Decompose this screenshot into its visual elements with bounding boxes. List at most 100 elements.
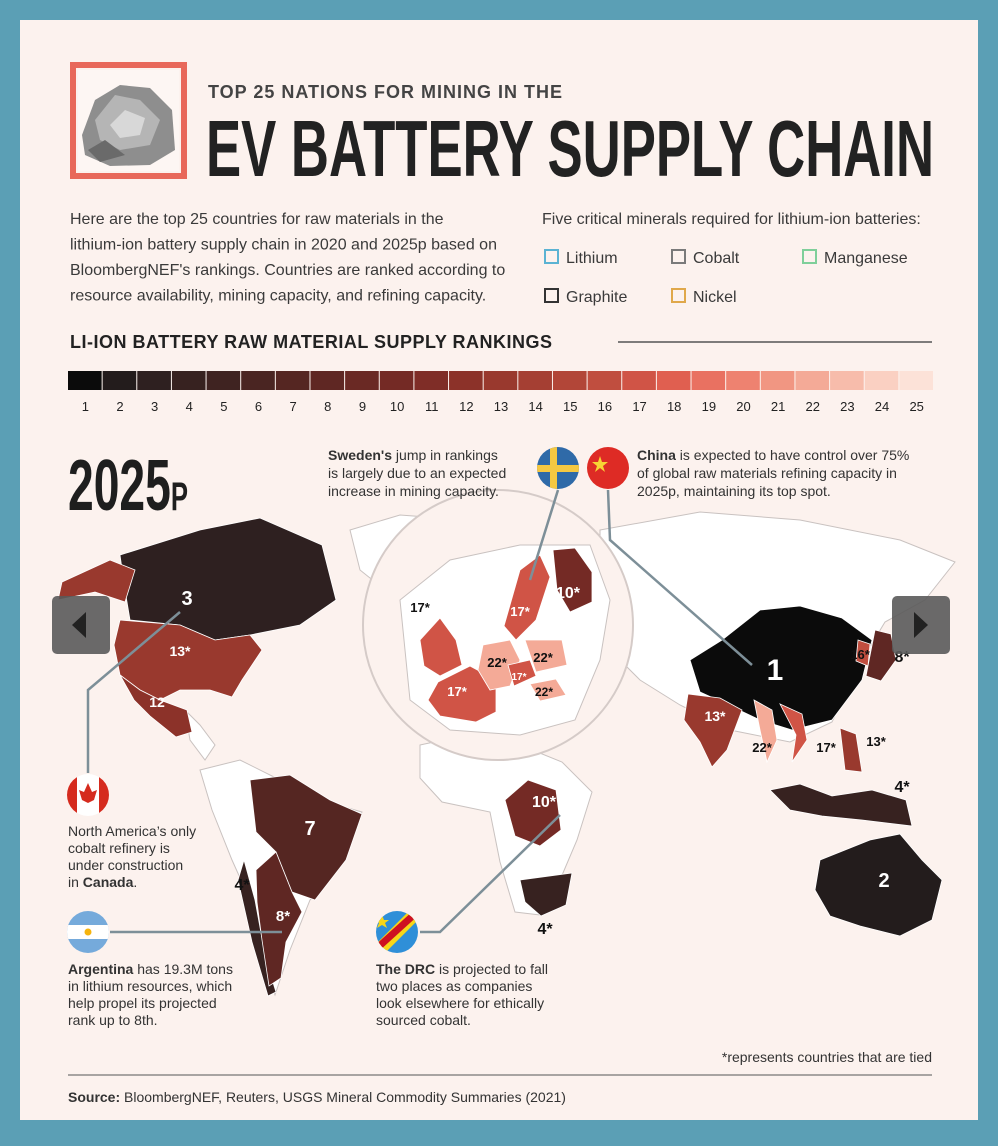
scale-swatch [864,371,899,390]
rank-label: 8* [276,908,290,925]
scale-swatch [726,371,760,390]
country-uk [419,617,463,677]
annotation-line: rank up to 8th. [68,1012,158,1028]
annotation-bold: Canada [83,874,134,890]
scale-swatch [830,371,864,390]
country-south-africa [519,872,573,917]
rank-label: 17* [510,604,530,619]
rank-label: 13* [866,734,886,749]
year-suffix: P [171,475,188,519]
scale-label: 14 [528,399,542,414]
annotation-text: jump in rankings [392,447,498,463]
scale-label: 4 [186,399,193,414]
scale-label: 3 [151,399,158,414]
next-button[interactable] [892,596,950,654]
scale-label: 12 [459,399,473,414]
rank-label: 22* [487,655,507,670]
country-australia [814,833,943,937]
rank-label: 2 [878,870,889,892]
source: Source: BloombergNEF, Reuters, USGS Mine… [68,1089,566,1105]
scale-label: 20 [736,399,750,414]
scale-label: 16 [598,399,612,414]
connector-china [606,489,753,666]
scale-label: 17 [632,399,646,414]
legend-swatch [671,288,686,303]
flag-sweden [537,447,579,489]
country-japan [865,629,897,682]
scale-label: 15 [563,399,577,414]
country-poland [524,639,568,673]
minerals-legend: Lithium Cobalt Manganese Graphite Nickel [544,249,908,306]
annotation-text: . [133,874,137,890]
flag-china [587,447,629,489]
annotation-text: in [68,874,83,890]
rank-label: 22* [535,685,553,699]
title: EV BATTERY SUPPLY CHAIN [206,104,934,193]
intro-line: resource availability, mining capacity, … [70,288,486,305]
scale-label: 22 [806,399,820,414]
rank-label: 10* [556,585,581,602]
connector-sweden [528,489,560,581]
rank-label: 13* [704,708,726,724]
country-germany [477,639,521,691]
scale-swatch [345,371,379,390]
scale-swatch [310,371,345,390]
legend-label: Cobalt [693,250,740,267]
rank-label: 7 [304,818,315,840]
annotation-text: is projected to fall [435,961,548,977]
rank-label: 17* [447,684,467,699]
annotation-bold: The DRC [376,961,435,977]
scale-label: 13 [494,399,508,414]
annotation-bold: Argentina [68,961,134,977]
country-indonesia [769,783,913,827]
rank-label: 22* [752,740,772,755]
rank-label: 4* [234,877,250,894]
central-america [184,708,216,761]
kicker: TOP 25 NATIONS FOR MINING IN THE [208,82,563,102]
rank-label: 4* [537,921,553,938]
scale-swatch [760,371,795,390]
scale-swatch [483,371,518,390]
prev-button[interactable] [52,596,110,654]
scale-label: 21 [771,399,785,414]
legend-swatch [544,249,559,264]
legend-label: Nickel [693,289,737,306]
annotation-line: of global raw materials refining capacit… [637,465,897,481]
connector-drc [420,814,561,934]
intro-line: BloombergNEF's rankings. Countries are r… [70,262,505,279]
legend-swatch [671,249,686,264]
scale-swatch [379,371,414,390]
legend-label: Manganese [824,250,908,267]
annotation-line: in Canada. [68,874,137,890]
legend-label: Lithium [566,250,618,267]
annotation-line: Argentina has 19.3M tons [68,961,233,977]
legend-swatch [802,249,817,264]
annotation-line: China is expected to have control over 7… [637,447,909,463]
scale-swatch [518,371,552,390]
scale-swatch [137,371,171,390]
annotation-bold: China [637,447,676,463]
annotation-text: has 19.3M tons [133,961,233,977]
year: 2025P [68,446,188,526]
flag-argentina [67,911,109,953]
rank-label: 12 [149,694,165,710]
intro-line: Here are the top 25 countries for raw ma… [70,211,444,228]
rank-label: 22* [533,650,553,665]
scale-swatch [206,371,241,390]
annotation-line: The DRC is projected to fall [376,961,548,977]
annotation-line: help propel its projected [68,995,217,1011]
annotation-line: look elsewhere for ethically [376,995,544,1011]
legend-swatch [544,288,559,303]
scale-label: 1 [82,399,89,414]
scale-swatch [68,371,102,390]
country-finland [552,547,593,613]
scale-label: 9 [359,399,366,414]
country-thailand [753,699,778,764]
scale-swatch [449,371,483,390]
countries [57,517,943,997]
annotation-text: is expected to have control over 75% [676,447,909,463]
rankings-title: LI-ION BATTERY RAW MATERIAL SUPPLY RANKI… [70,332,553,352]
rank-label: 17* [410,600,430,615]
scale-label: 11 [425,399,439,414]
